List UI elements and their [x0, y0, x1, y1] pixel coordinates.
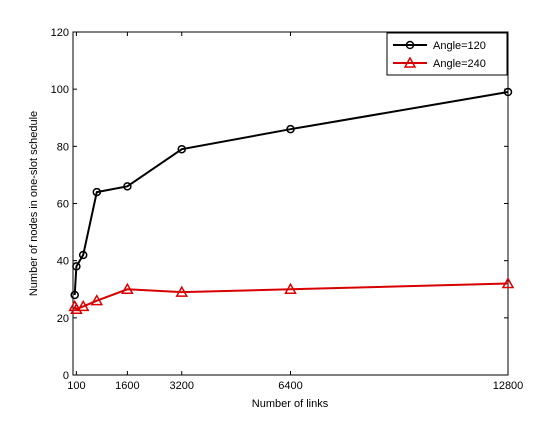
legend-box — [386, 32, 508, 76]
data-point — [70, 290, 79, 300]
y-tick-label: 0 — [63, 370, 69, 382]
data-point — [72, 262, 81, 271]
data-point — [90, 294, 104, 306]
data-point — [92, 187, 102, 197]
data-point — [123, 182, 132, 191]
x-tick-label: 6400 — [278, 380, 302, 392]
data-point — [503, 87, 513, 97]
y-tick-label: 20 — [57, 313, 69, 325]
data-point — [177, 144, 186, 154]
legend-label-angle-240: Angle=240 — [433, 58, 486, 70]
x-tick-label: 3200 — [170, 380, 194, 392]
x-tick-label: 100 — [67, 380, 85, 392]
data-point — [175, 285, 189, 297]
y-tick-label: 120 — [51, 27, 69, 39]
data-point — [76, 299, 90, 312]
data-point — [501, 276, 515, 289]
y-tick-label: 60 — [57, 199, 69, 211]
legend-marker-angle-240 — [403, 56, 417, 68]
x-axis-label: Number of links — [252, 398, 329, 410]
x-tick-label: 1600 — [115, 380, 139, 392]
x-tick-label: 12800 — [493, 380, 524, 392]
series-line-2 — [73, 282, 509, 311]
y-tick-label: 100 — [51, 84, 69, 96]
y-axis-label: Number of nodes in one-slot schedule — [28, 111, 40, 296]
y-tick-label: 80 — [57, 141, 69, 153]
legend: Angle=120 Angle=240 — [386, 32, 508, 76]
data-point — [284, 282, 297, 294]
data-point — [121, 282, 134, 294]
series-line-1 — [73, 91, 509, 296]
legend-label-angle-120: Angle=120 — [433, 40, 486, 52]
axis-ticks: 0 20 40 60 80 100 120 100 1600 3200 6400 12800 — [51, 27, 524, 392]
data-point — [78, 250, 88, 260]
legend-marker-angle-120 — [405, 40, 415, 50]
y-tick-label: 40 — [57, 256, 69, 268]
plot-area — [72, 31, 509, 376]
series-group — [68, 87, 515, 315]
data-point — [286, 124, 295, 134]
